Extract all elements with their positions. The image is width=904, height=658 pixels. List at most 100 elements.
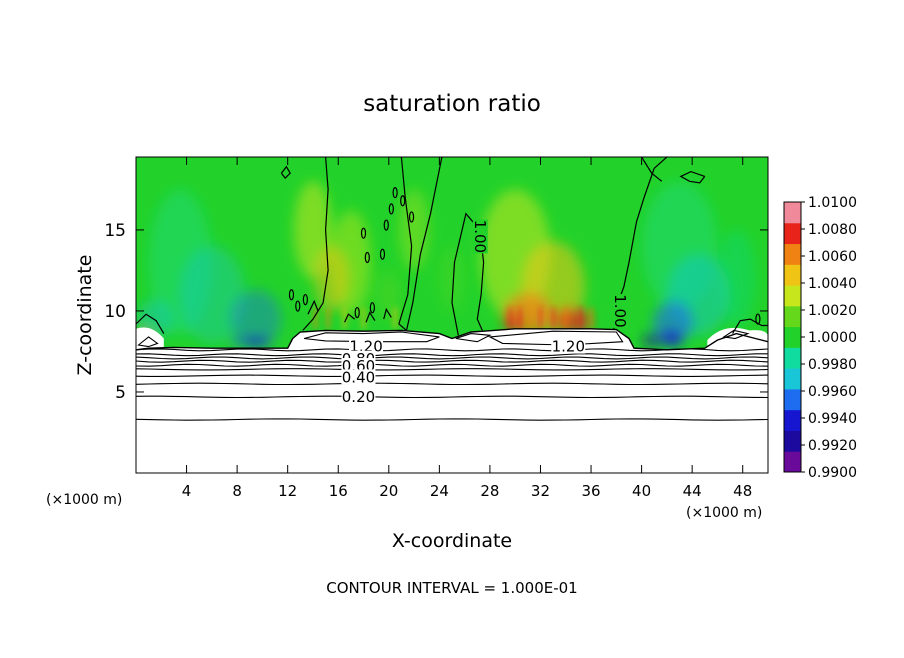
contour-loop <box>360 227 367 239</box>
contour-line-1-20 <box>487 330 624 346</box>
contour-line-1-00 <box>398 157 413 331</box>
field-streak <box>589 307 594 329</box>
contour-label-bg <box>349 338 384 354</box>
colorbar-segment <box>784 285 801 307</box>
contour-line-1-00 <box>307 299 319 315</box>
field-streak <box>518 307 523 329</box>
field-streak <box>326 307 331 329</box>
x-tick-label: 44 <box>683 482 702 500</box>
x-axis-ticks: 4 8 12 16 20 24 28 32 36 40 44 48 <box>182 157 752 500</box>
x-tick-label: 8 <box>232 482 242 500</box>
field-streaks <box>313 307 594 329</box>
y-axis-ticks: 5 10 15 <box>104 221 768 403</box>
contour-label: 1.00 <box>611 293 629 328</box>
contour-loop <box>364 251 370 264</box>
field-patch <box>717 229 756 328</box>
field-patch <box>240 336 272 347</box>
colorbar-tick-label: 1.0060 <box>808 249 857 265</box>
colorbar-tick-label: 0.9920 <box>808 438 857 454</box>
y-tick-label: 15 <box>104 221 126 241</box>
x-tick-label: 32 <box>531 482 550 500</box>
contour-label-bg <box>551 338 586 354</box>
contour-line-1-00 <box>344 313 356 323</box>
field-patch <box>439 246 465 311</box>
contour-label: 0.20 <box>341 388 376 406</box>
contour-line-1-20 <box>455 333 492 343</box>
contour-lines: 1.201.200.800.600.400.201.001.00 <box>136 157 768 421</box>
contour-loop <box>408 211 415 223</box>
contour-label-text: 1.00 <box>471 220 489 253</box>
contour-layer <box>136 382 768 386</box>
field-patch <box>314 246 350 311</box>
field-patch <box>230 289 282 349</box>
contour-line-1-20 <box>137 336 159 348</box>
field-streak <box>508 307 513 329</box>
contour-line-1-00 <box>136 313 165 334</box>
contour-loop <box>400 195 406 207</box>
contour-layer <box>136 368 768 371</box>
contour-interval-note: CONTOUR INTERVAL = 1.000E-01 <box>326 579 577 597</box>
contour-label-text: 1.20 <box>552 338 585 356</box>
colorbar-segment <box>784 202 801 224</box>
colorbar-segment <box>784 305 801 328</box>
field-streak <box>551 307 556 329</box>
colorbar-tick-label: 1.0000 <box>808 330 857 346</box>
plot-area: 1.201.200.800.600.400.201.001.00 <box>136 157 768 473</box>
contour-loop <box>302 294 308 306</box>
x-tick-label: 28 <box>480 482 499 500</box>
field-patch <box>178 246 245 344</box>
field-streak <box>393 307 398 329</box>
x-tick-label: 20 <box>379 482 398 500</box>
x-tick-label: 36 <box>581 482 600 500</box>
colorbar-segment <box>784 368 801 390</box>
y-tick-label: 10 <box>104 302 126 322</box>
contour-line-1-00 <box>383 307 392 320</box>
contour-loop <box>388 203 394 215</box>
x-axis-label: X-coordinate <box>392 530 512 552</box>
colorbar-segment <box>784 264 801 286</box>
contour-loop <box>392 187 398 199</box>
contour-layer <box>136 353 768 357</box>
colorbar-tick-label: 1.0020 <box>808 303 857 319</box>
contour-line-1-00 <box>641 157 663 182</box>
contour-line-1-20 <box>303 331 440 343</box>
contour-label-text: 0.40 <box>342 368 375 386</box>
contour-line-1-00 <box>732 318 768 334</box>
contour-line-1-00 <box>679 170 706 184</box>
x-tick-label: 40 <box>632 482 651 500</box>
contour-label-bg <box>613 293 629 328</box>
contour-label-text: 0.20 <box>342 388 375 406</box>
contour-line-1-00 <box>365 311 376 323</box>
saturation-field <box>136 157 768 473</box>
contour-line-1-00 <box>302 157 329 331</box>
x-tick-label: 48 <box>733 482 752 500</box>
colorbar-segment <box>784 409 801 431</box>
contour-label: 0.40 <box>341 368 376 386</box>
contour-label-bg <box>341 369 376 385</box>
contour-layer <box>136 374 768 377</box>
colorbar-segment <box>784 388 801 411</box>
colorbar-tick-label: 1.0100 <box>808 195 857 211</box>
field-patch <box>652 301 694 344</box>
contour-label: 1.20 <box>551 338 586 356</box>
y-tick-label: 5 <box>115 383 126 403</box>
contour-layer <box>136 418 768 421</box>
contour-loop <box>295 300 301 312</box>
contour-loop <box>379 248 386 260</box>
field-patch <box>660 330 684 347</box>
colorbar-tick-label: 0.9940 <box>808 411 857 427</box>
colorbar-tick-label: 1.0040 <box>808 276 857 292</box>
contour-label: 1.00 <box>471 219 489 254</box>
contour-line-1-00 <box>405 157 443 331</box>
field-streak <box>361 307 366 329</box>
contour-loop <box>354 306 360 319</box>
contour-loop <box>369 302 375 314</box>
contour-loop <box>383 219 389 231</box>
colorbar: 1.0100 1.0080 1.0060 1.0040 1.0020 1.0000 0.99… <box>783 195 857 481</box>
x-tick-label: 16 <box>329 482 348 500</box>
x-tick-label: 24 <box>430 482 449 500</box>
field-streak <box>342 307 347 329</box>
field-patch <box>642 333 661 347</box>
